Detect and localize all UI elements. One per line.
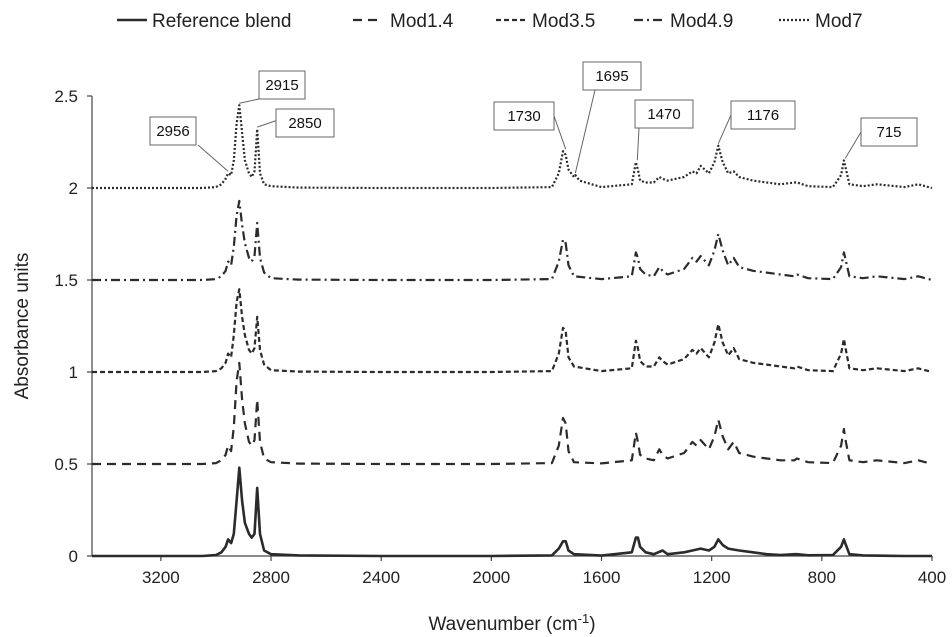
series-line-mod1-4 [92,361,933,466]
x-tick-label: 1200 [693,568,731,587]
y-tick-label: 1 [69,363,78,382]
callout-label: 1730 [507,108,540,125]
legend-label: Mod4.9 [670,11,733,32]
legend-label: Mod3.5 [532,11,595,32]
peak-callout-1695: 1695 [574,61,642,174]
series-group [92,104,933,558]
x-axis-title-sup: -1 [578,611,590,626]
callout-label: 715 [876,124,901,141]
callout-leader [636,127,640,161]
callout-label: 2956 [156,123,189,140]
peak-callout-715: 715 [844,117,918,159]
peak-callout-1470: 1470 [634,99,694,161]
peak-callout-1176: 1176 [717,100,796,144]
x-tick-label: 2400 [362,568,400,587]
callout-box [730,100,796,130]
x-tick-label: 2800 [252,568,290,587]
callout-box [258,70,306,100]
callout-label: 1470 [647,106,680,123]
callout-label: 2850 [288,115,321,132]
legend-label: Reference blend [152,11,291,32]
y-ticks: 0 0.5 1 1.5 2 2.5 [54,87,92,566]
y-tick-label: 0 [69,547,78,566]
x-tick-label: 1600 [583,568,621,587]
callout-box [275,108,335,138]
callout-box [149,116,197,146]
series-line-reference-blend [92,466,932,558]
y-tick-label: 1.5 [54,271,78,290]
legend-label: Mod1.4 [390,11,454,32]
y-axis-title: Absorbance units [12,253,33,400]
callout-leader [717,114,732,144]
series-line-mod7 [92,104,933,190]
callout-label: 1176 [747,107,779,124]
y-tick-label: 2.5 [54,87,78,106]
x-tick-label: 400 [918,568,946,587]
callout-leader [844,131,862,159]
x-ticks: 3200 2800 2400 2000 1600 1200 800 400 [142,556,946,587]
series-line-mod4-9 [92,199,933,282]
callout-leader [257,119,279,128]
callout-box [582,61,642,91]
x-tick-label: 3200 [142,568,180,587]
x-axis-title-main: Wavenumber (cm [428,614,577,635]
series-line-mod3-5 [92,288,933,374]
callout-box [493,101,555,131]
callout-label: 1695 [595,68,628,85]
peak-callout-2915: 2915 [239,70,306,104]
callout-leader [553,115,567,150]
x-tick-label: 2000 [472,568,510,587]
x-axis-title: Wavenumber (cm-1) [428,611,595,635]
callout-box [634,99,694,129]
x-axis-title-close: ) [589,614,595,635]
peak-callout-2956: 2956 [149,116,229,172]
y-tick-label: 2 [69,179,78,198]
y-tick-label: 0.5 [54,455,78,474]
legend-label: Mod7 [815,11,863,32]
callout-label: 2915 [265,77,298,94]
callout-leader [197,144,229,172]
peak-callout-1730: 1730 [493,101,567,150]
x-tick-label: 800 [808,568,836,587]
axes [91,96,932,557]
callout-leader [574,89,596,174]
peak-callout-2850: 2850 [257,108,335,138]
annotation-group: 2956 2915 2850 1730 1695 1470 1176 715 [149,61,918,174]
callout-box [860,117,918,147]
callout-leader [239,98,260,104]
legend: Reference blend Mod1.4 Mod3.5 Mod4.9 Mod7 [117,11,863,32]
